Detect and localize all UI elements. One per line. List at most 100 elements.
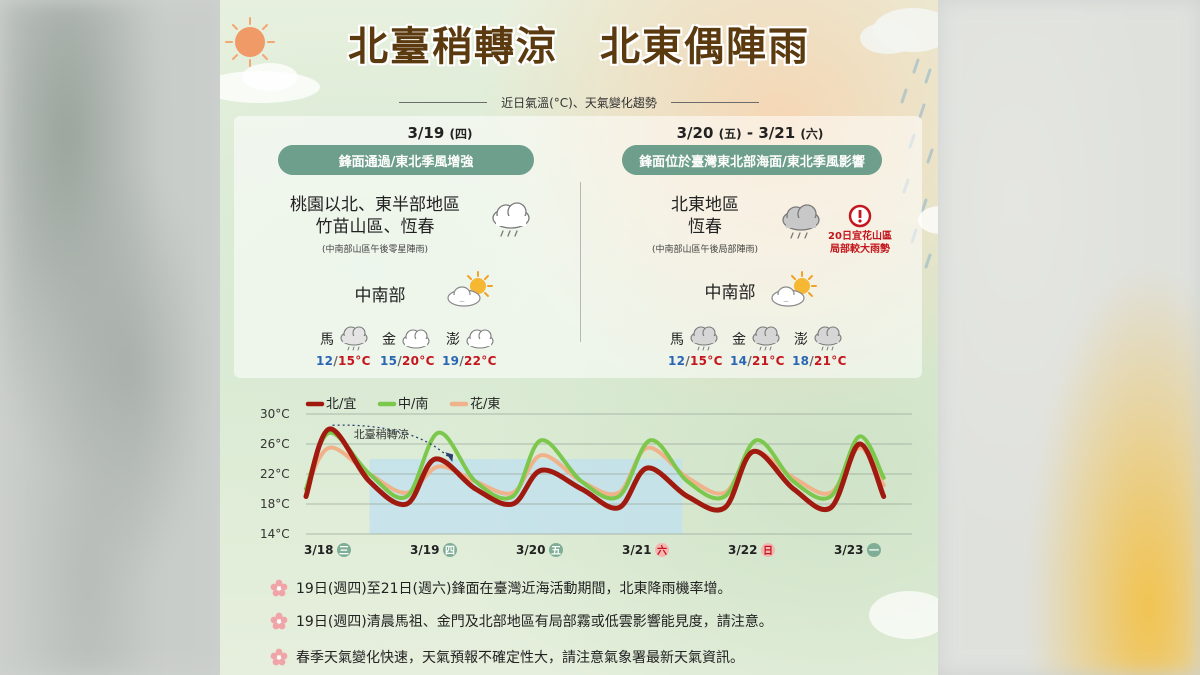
flower-icon (270, 612, 288, 630)
cloud-rain-icon (752, 326, 780, 351)
flower-icon (270, 648, 288, 666)
note-text: 春季天氣變化快速，天氣預報不確定性大，請注意氣象署最新天氣資訊。 (296, 650, 744, 666)
day1-north-note: (中南部山區午後零星陣雨) (321, 245, 429, 255)
day2-island-matsu: 馬 (670, 332, 684, 348)
day2-central-region: 中南部 (704, 283, 756, 303)
note-item: 19日(週四)清晨馬祖、金門及北部地區有局部霧或低雲影響能見度，請注意。 (270, 611, 773, 631)
day1-north-region-line1: 桃園以北、東半部地區 (290, 195, 460, 215)
temperature-trend-chart: 30°C 26°C 22°C 18°C 14°C 北臺稍轉涼 北/宜 中/南 花/東 3/18 三 3… (260, 396, 912, 557)
panel-divider (580, 182, 581, 342)
page-title: 北臺稍轉涼 北東偶陣雨 (348, 24, 810, 70)
day2-island-kinmen: 金 (732, 332, 746, 348)
note-item: 19日(週四)至21日(週六)鋒面在臺灣近海活動期間，北東降雨機率增。 (270, 578, 731, 598)
chart-x-tick-label: 3/22 (728, 543, 757, 557)
chart-weekday-badge (867, 543, 881, 557)
cloud-icon (402, 329, 430, 349)
chart-legend-label: 中/南 (398, 396, 428, 412)
temp-low: 12 (316, 354, 334, 368)
chart-y-tick-label: 22°C (260, 467, 290, 481)
temp-low: 14 (730, 354, 748, 368)
temp-high: 21°C (814, 354, 847, 368)
cloud-rain-icon (340, 326, 368, 351)
chart-weekday-label: 三 (339, 545, 349, 557)
chart-annotation-label: 北臺稍轉涼 (354, 427, 409, 441)
day2-north-region: 北東地區 恆春 (640, 194, 770, 238)
flower-icon (270, 579, 288, 597)
day2-north-note: (中南部山區午後局部陣雨) (651, 245, 759, 255)
chart-x-tick-label: 3/20 (516, 543, 545, 557)
day1-condition-pill: 鋒面通過/東北季風增強 (278, 145, 534, 175)
chart-y-tick-label: 14°C (260, 527, 290, 541)
day1-island-matsu: 馬 (320, 332, 334, 348)
cloud-decoration-icon (918, 206, 938, 234)
day1-north-region-line2: 竹苗山區、恆春 (315, 217, 435, 237)
day2-north-region-line2: 恆春 (688, 217, 722, 237)
day1-penghu-temp: 19/22°C (442, 354, 497, 368)
cloud-rain-icon (782, 204, 820, 239)
temp-low: 18 (792, 354, 810, 368)
day2-warning-line2: 局部較大雨勢 (830, 244, 890, 255)
chart-x-tick-label: 3/23 (834, 543, 863, 557)
temp-low: 19 (442, 354, 460, 368)
cloud-decoration-icon (860, 8, 938, 54)
day2-condition-pill: 鋒面位於臺灣東北部海面/東北季風影響 (622, 145, 882, 175)
cloud-decoration-icon (869, 591, 938, 639)
day2-date-separator: - (746, 124, 754, 142)
day2-rain-warning: 20日宜花山區 局部較大雨勢 (814, 230, 906, 256)
day1-matsu-temp: 12/15°C (316, 354, 371, 368)
blurred-background-left (0, 0, 220, 675)
day2-matsu-temp: 12/15°C (668, 354, 723, 368)
cloud-icon (466, 329, 494, 349)
warning-icon (848, 204, 872, 228)
day2-penghu-temp: 18/21°C (792, 354, 847, 368)
temp-high: 20°C (402, 354, 435, 368)
day2-north-region-line1: 北東地區 (671, 195, 739, 215)
chart-series-line-central (304, 430, 886, 501)
chart-weekday-badge (655, 543, 669, 557)
chart-x-tick-label: 3/18 (304, 543, 333, 557)
partly-sunny-icon (771, 271, 817, 307)
temp-high: 15°C (338, 354, 371, 368)
temp-high: 22°C (464, 354, 497, 368)
chart-y-tick-label: 18°C (260, 497, 290, 511)
temp-high: 21°C (752, 354, 785, 368)
weather-poster: 北臺稍轉涼 北東偶陣雨 近日氣溫(°C)、天氣變化趨勢 3/19 (四) 鋒面通… (220, 0, 938, 675)
chart-x-tick-label: 3/19 (410, 543, 439, 557)
chart-weekday-badge (549, 543, 563, 557)
chart-weekday-badge (337, 543, 351, 557)
chart-x-tick-label: 3/21 (622, 543, 651, 557)
day2-date-heading: 3/20 (五) - 3/21 (六) (650, 124, 850, 142)
chart-weekday-label: 四 (445, 545, 455, 557)
chart-series-line-north (303, 426, 887, 513)
cloud-rain-icon (814, 326, 842, 351)
partly-sunny-icon (447, 271, 493, 307)
chart-legend-label: 北/宜 (326, 397, 356, 412)
chart-series-line-east (304, 445, 886, 497)
day2-weekday-end: (六) (800, 127, 824, 141)
note-text: 19日(週四)清晨馬祖、金門及北部地區有局部霧或低雲影響能見度，請注意。 (296, 614, 773, 630)
day1-date: 3/19 (407, 124, 445, 142)
day2-kinmen-temp: 14/21°C (730, 354, 785, 368)
day1-weekday: (四) (449, 127, 473, 141)
note-text: 19日(週四)至21日(週六)鋒面在臺灣近海活動期間，北東降雨機率增。 (296, 581, 732, 597)
divider-line (399, 101, 488, 103)
chart-weekday-label: 五 (551, 545, 561, 557)
temp-low: 12 (668, 354, 686, 368)
chart-weekday-label: 一 (869, 546, 879, 557)
divider-line (670, 101, 759, 103)
day2-island-penghu: 澎 (794, 332, 808, 348)
temp-high: 15°C (690, 354, 723, 368)
note-item: 春季天氣變化快速，天氣預報不確定性大，請注意氣象署最新天氣資訊。 (270, 647, 744, 667)
temp-low: 15 (380, 354, 398, 368)
sun-icon (225, 17, 275, 67)
chart-y-tick-label: 30°C (260, 407, 290, 421)
day2-date-end: 3/21 (758, 124, 796, 142)
subtitle-row: 近日氣溫(°C)、天氣變化趨勢 (220, 93, 938, 111)
day1-kinmen-temp: 15/20°C (380, 354, 435, 368)
subtitle: 近日氣溫(°C)、天氣變化趨勢 (501, 95, 657, 110)
cloud-rain-icon (690, 326, 718, 351)
chart-legend-label: 花/東 (470, 396, 500, 412)
chart-weekday-label: 日 (763, 545, 773, 557)
chart-annotation-arrowhead (445, 452, 454, 462)
chart-weekday-label: 六 (657, 544, 667, 557)
